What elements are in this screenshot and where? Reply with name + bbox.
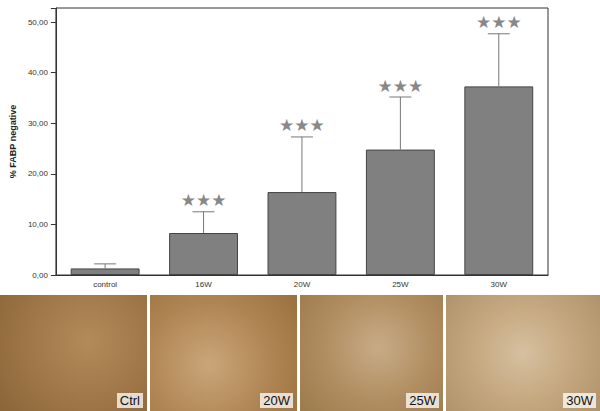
svg-text:★★★: ★★★ xyxy=(378,76,424,96)
svg-text:control: control xyxy=(93,280,117,289)
svg-text:★★★: ★★★ xyxy=(181,190,227,210)
svg-text:30,00: 30,00 xyxy=(28,119,49,128)
svg-text:40,00: 40,00 xyxy=(28,68,49,77)
svg-text:20W: 20W xyxy=(294,280,311,289)
svg-text:25W: 25W xyxy=(392,280,409,289)
svg-text:16W: 16W xyxy=(195,280,212,289)
svg-text:% FABP negative: % FABP negative xyxy=(8,105,18,178)
svg-text:0,00: 0,00 xyxy=(32,271,48,280)
html-text:Ctrl: Ctrl xyxy=(119,393,140,408)
svg-text:★★★: ★★★ xyxy=(279,115,325,135)
svg-text:★★★: ★★★ xyxy=(476,12,522,32)
html-text:30W: 30W xyxy=(566,393,593,408)
svg-text:50,00: 50,00 xyxy=(28,18,49,27)
svg-text:30W: 30W xyxy=(491,280,508,289)
html-text:20W: 20W xyxy=(263,393,290,408)
html-text:25W: 25W xyxy=(409,393,436,408)
svg-text:10,00: 10,00 xyxy=(28,220,49,229)
svg-text:20,00: 20,00 xyxy=(28,169,49,178)
